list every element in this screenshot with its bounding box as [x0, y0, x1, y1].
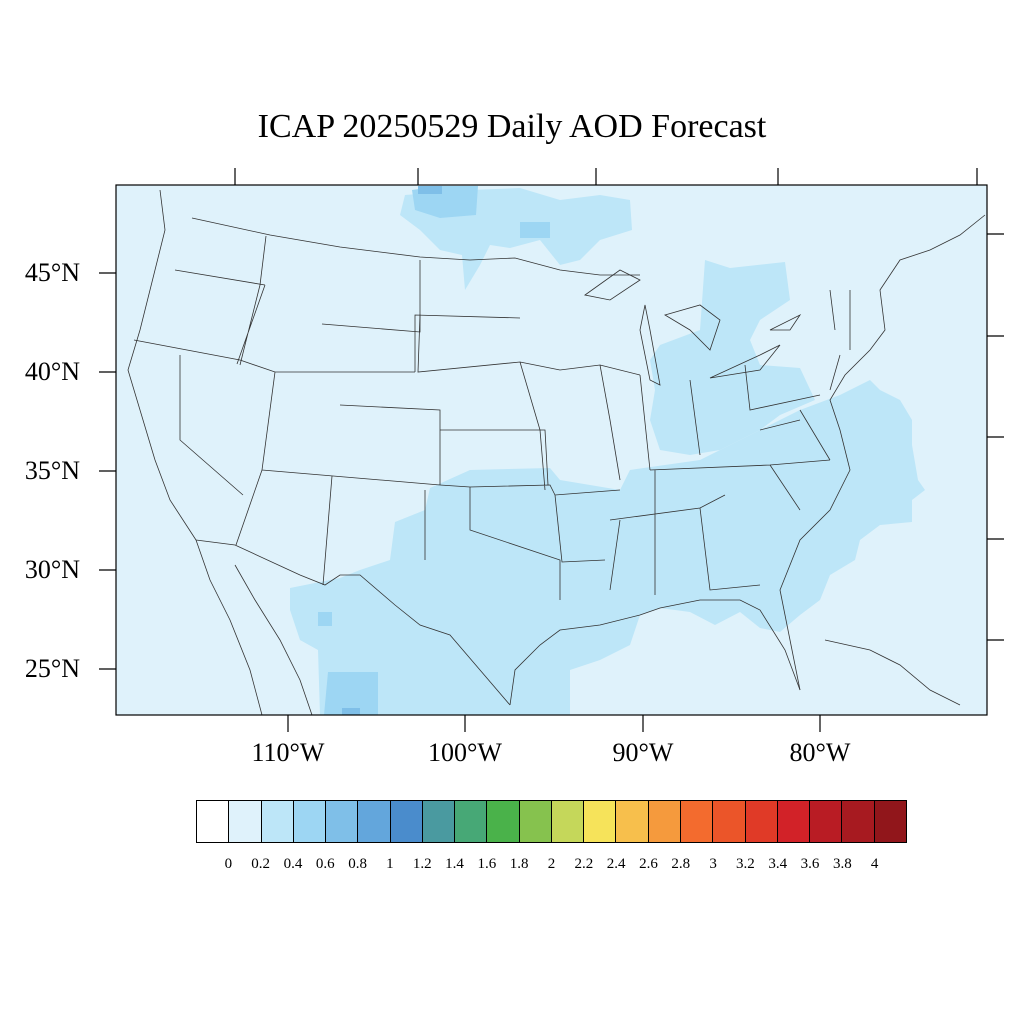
- state-lines-central: [417, 314, 641, 600]
- colorbar-tick-label: 3.4: [768, 856, 788, 872]
- boundary-lines: [127, 189, 986, 715]
- colorbar-tick-label: 2.6: [639, 856, 658, 872]
- colorbar-swatch: [777, 801, 811, 842]
- colorbar-tick-label: 0.2: [251, 856, 270, 872]
- aod-region-southern-plains: [290, 380, 925, 715]
- lat-label-35: 35°N: [24, 456, 80, 485]
- lat-label-45: 45°N: [24, 258, 80, 287]
- colorbar-tick-label: 3.2: [736, 856, 755, 872]
- lon-label-110w: 110°W: [251, 738, 325, 767]
- colorbar-swatch: [745, 801, 778, 842]
- colorbar-tick-label: 2.4: [606, 856, 626, 872]
- us-canada-border: [191, 217, 640, 276]
- aod-high-layer: [318, 186, 550, 715]
- colorbar-swatch: [616, 801, 649, 842]
- lat-label-25: 25°N: [24, 654, 80, 683]
- colorbar-swatch: [842, 801, 875, 842]
- baja-coast: [195, 539, 313, 715]
- colorbar-swatch: [680, 801, 714, 842]
- state-lines-west: [133, 235, 521, 586]
- colorbar-tick-label: 4: [870, 856, 879, 872]
- colorbar-swatch: [551, 801, 585, 842]
- colorbar-tick-label: 0.4: [283, 856, 303, 872]
- colorbar-tick-label: 3.8: [832, 856, 852, 872]
- colorbar-swatch: [422, 801, 456, 842]
- lon-label-80w: 80°W: [789, 738, 851, 767]
- colorbar-swatch: [326, 801, 359, 842]
- lat-label-40: 40°N: [24, 357, 80, 386]
- colorbar-swatch: [648, 801, 681, 842]
- aod-region-ontario: [520, 222, 550, 238]
- aod-region-ohio-valley: [650, 260, 815, 455]
- colorbar-tick-label: 1: [386, 856, 394, 872]
- colorbar-swatch: [584, 801, 617, 842]
- colorbar-swatch: [293, 801, 327, 842]
- colorbar-swatch: [713, 801, 746, 842]
- west-coast: [127, 189, 197, 541]
- state-lines-east: [609, 289, 851, 595]
- chart-title: ICAP 20250529 Daily AOD Forecast: [257, 108, 767, 145]
- aod-region-sonora: [318, 612, 332, 626]
- colorbar-tick-label: 0: [224, 856, 233, 872]
- lon-label-90w: 90°W: [612, 738, 674, 767]
- colorbar-tick-label: 3: [709, 856, 717, 872]
- colorbar-swatch: [261, 801, 294, 842]
- colorbar-tick-label: 2.8: [671, 856, 691, 872]
- colorbar-tick-label: 0.6: [315, 856, 335, 872]
- lon-label-100w: 100°W: [428, 738, 502, 767]
- cuba: [824, 639, 961, 706]
- great-lakes: [584, 269, 802, 386]
- colorbar-swatch: [519, 801, 552, 842]
- colorbar-swatch: [197, 801, 230, 842]
- colorbar-swatch: [358, 801, 391, 842]
- aod-region-sierra-madre: [342, 708, 360, 715]
- aod-region-chihuahua: [324, 672, 378, 715]
- east-coast: [779, 214, 986, 691]
- colorbar-tick-label: 1.4: [445, 856, 464, 872]
- colorbar-tick-label: 2: [547, 856, 556, 872]
- gulf-coast: [509, 599, 801, 706]
- colorbar-tick-label: 3.6: [800, 856, 820, 872]
- colorbar-swatch: [390, 801, 423, 842]
- colorbar-tick-label: 0.8: [348, 856, 367, 872]
- colorbar-swatch: [810, 801, 843, 842]
- colorbar-tick-label: 1.2: [412, 856, 432, 872]
- colorbar: [196, 800, 907, 843]
- colorbar-tick-label: 2.2: [574, 856, 594, 872]
- map-frame: [115, 184, 988, 716]
- colorbar-swatch: [229, 801, 262, 842]
- tick-marks: [99, 168, 1004, 732]
- colorbar-swatch: [487, 801, 520, 842]
- colorbar-swatch: [874, 801, 906, 842]
- colorbar-tick-label: 1.8: [509, 856, 529, 872]
- aod-region-lake-manitoba: [418, 186, 442, 194]
- colorbar-tick-label: 1.6: [477, 856, 497, 872]
- us-mexico-border: [195, 539, 511, 706]
- lat-label-30: 30°N: [24, 555, 80, 584]
- colorbar-swatch: [455, 801, 488, 842]
